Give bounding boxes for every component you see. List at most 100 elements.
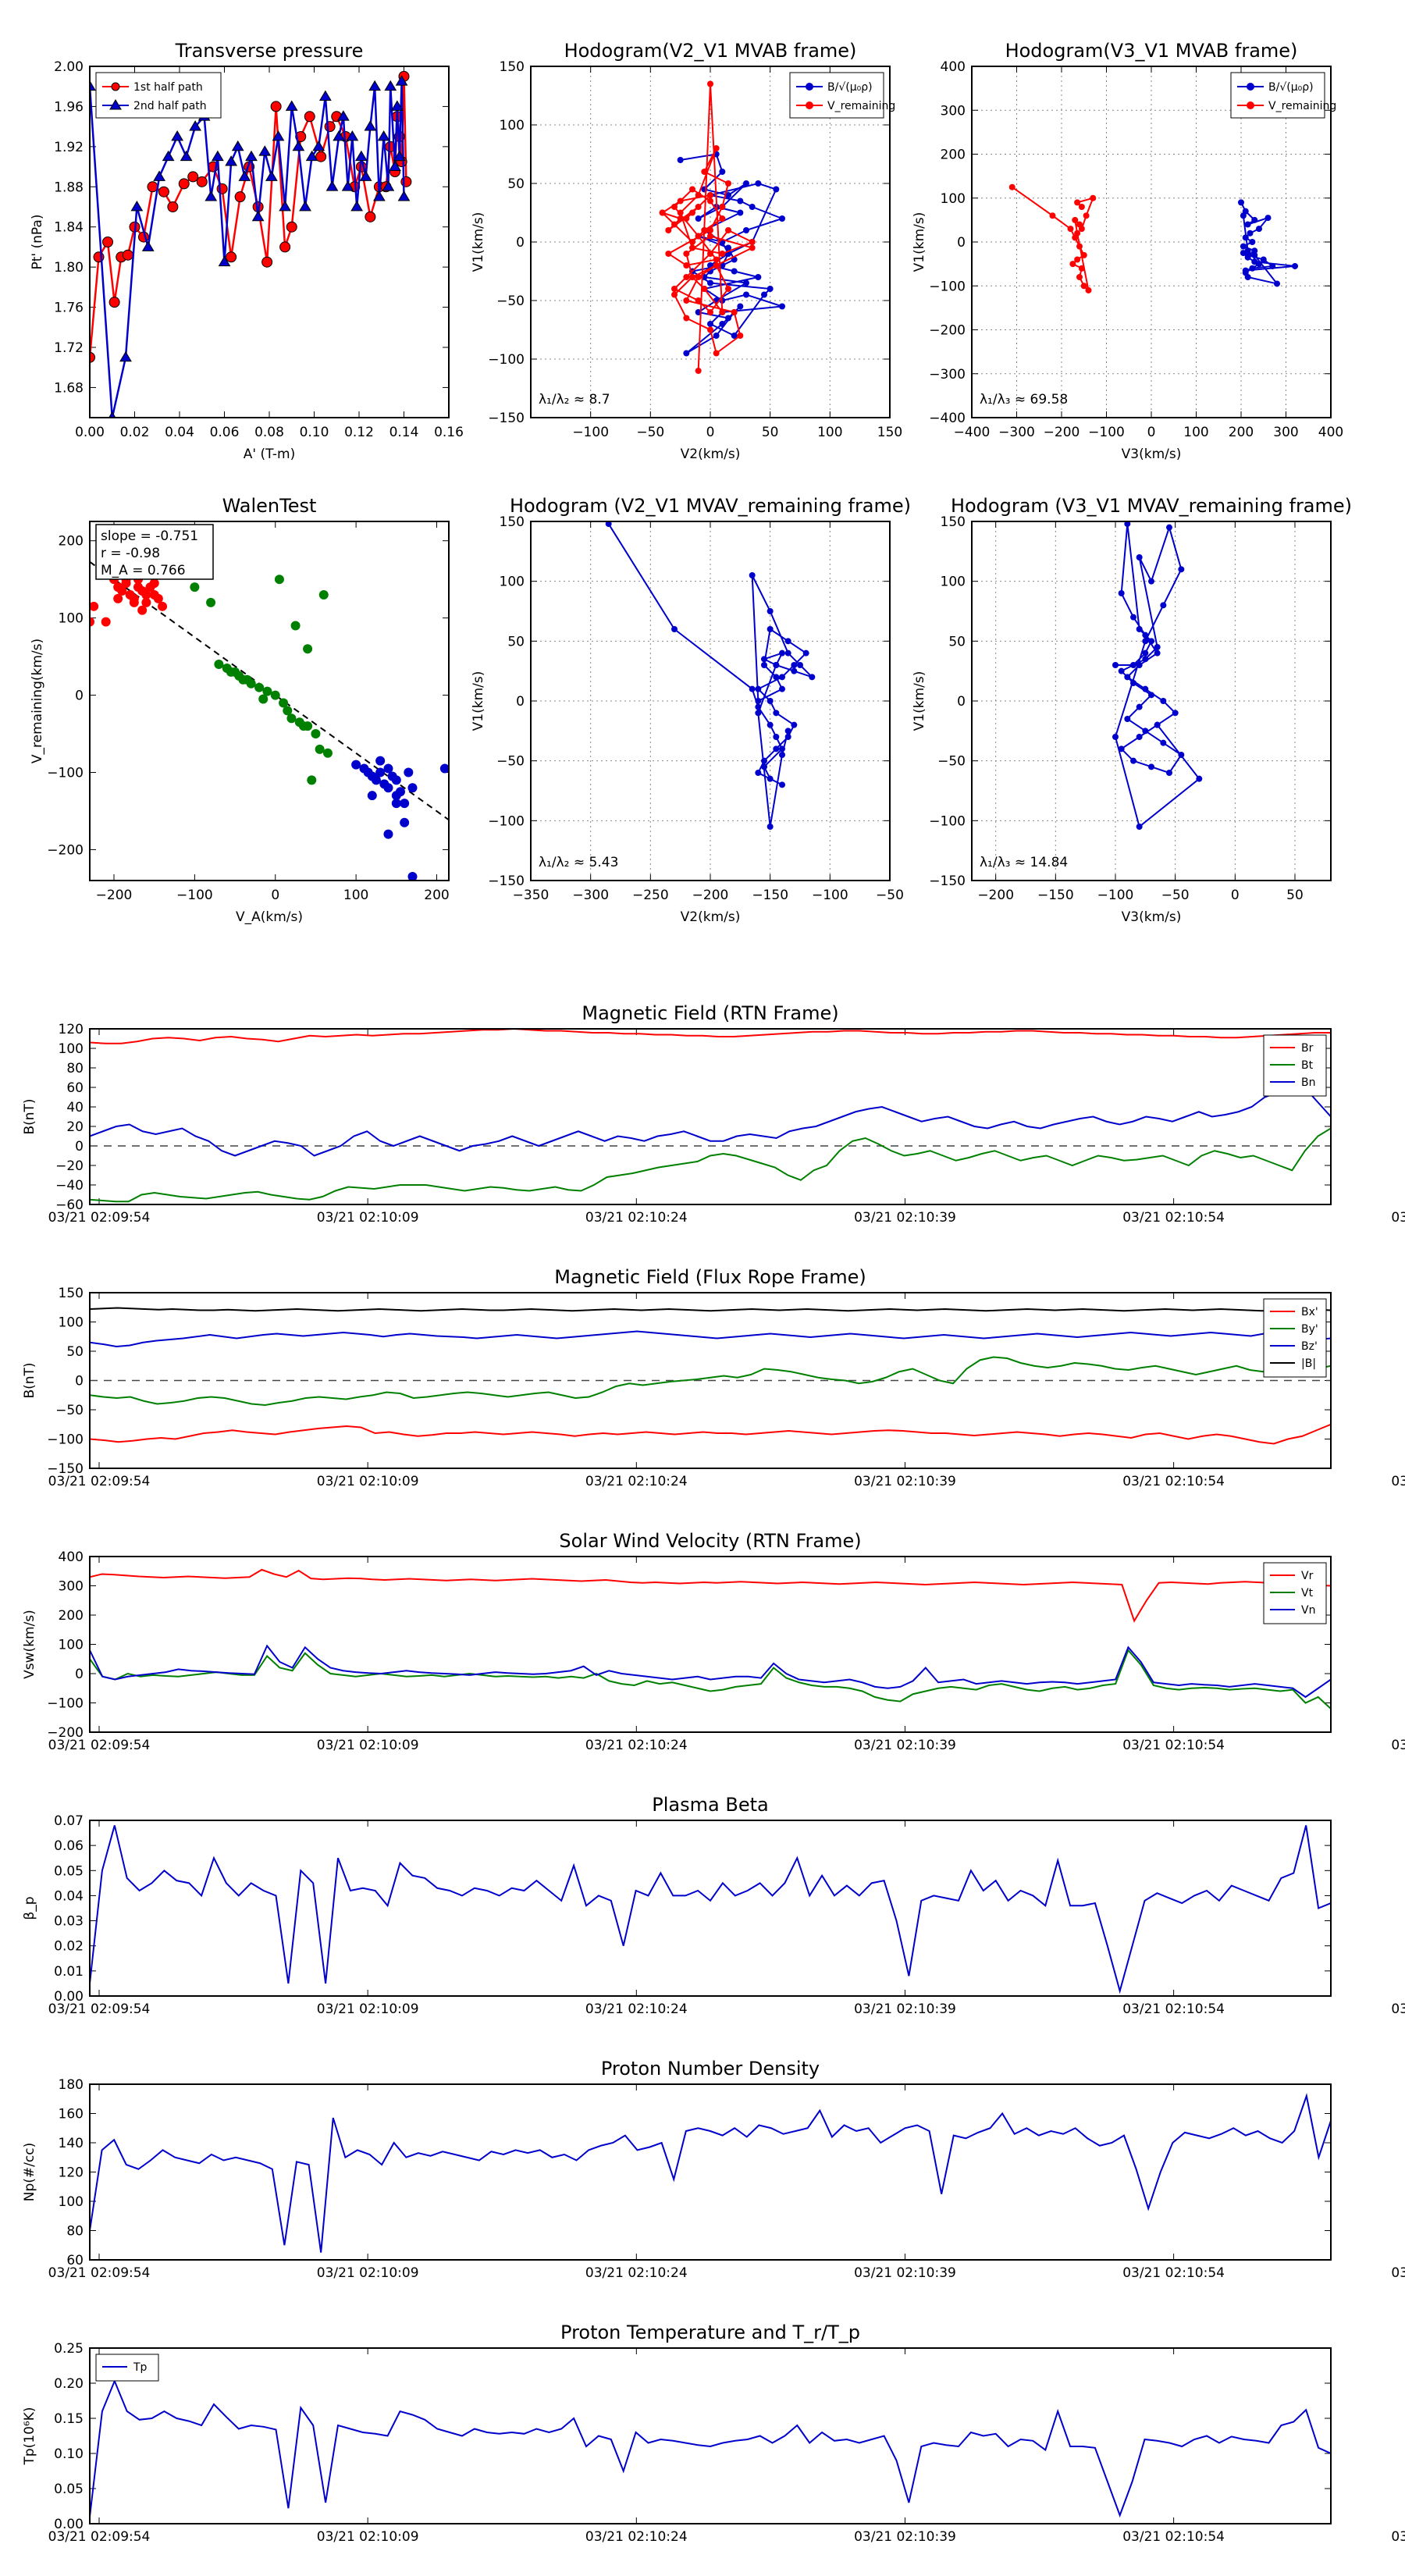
- data-point: [743, 180, 749, 187]
- data-point: [1112, 734, 1119, 740]
- y-tick-label: 120: [59, 1022, 84, 1037]
- data-point: [779, 674, 785, 681]
- data-point: [1178, 566, 1185, 573]
- data-point: [400, 817, 410, 827]
- y-tick-label: −100: [47, 1696, 84, 1712]
- y-tick-label: 0: [516, 694, 525, 710]
- y-tick-label: 2.00: [54, 59, 84, 75]
- data-point: [371, 775, 381, 785]
- y-tick-label: 0.10: [54, 2446, 84, 2462]
- data-point: [377, 130, 390, 141]
- legend-label: Vt: [1301, 1587, 1314, 1599]
- x-tick-label: 03/21 02:10:39: [854, 1474, 956, 1489]
- y-tick-label: 50: [66, 1344, 84, 1360]
- x-tick-label: 03/21 02:10:54: [1122, 1738, 1225, 1753]
- y-tick-label: 0.03: [54, 1914, 84, 1930]
- x-tick-label: 0: [271, 888, 279, 903]
- data-point: [737, 303, 744, 310]
- panel-mag_rtn: Magnetic Field (RTN Frame) −60 −40 −20 0 20 40…: [22, 1002, 1405, 1226]
- x-axis-label: A' (T-m): [244, 447, 296, 462]
- data-point: [322, 748, 333, 758]
- panel-hodo4: Hodogram (V3_V1 MVAV_remaining frame) −20…: [912, 495, 1352, 925]
- y-tick-label: 1.84: [54, 220, 84, 236]
- x-tick-label: −100: [1097, 888, 1134, 903]
- data-point: [190, 582, 200, 592]
- y-axis-label: B(nT): [22, 1362, 37, 1398]
- y-tick-label: 0: [75, 1667, 84, 1682]
- y-axis-label: V_remaining(km/s): [30, 639, 45, 763]
- data-point: [683, 297, 690, 304]
- data-point: [214, 660, 224, 670]
- data-point: [1154, 721, 1161, 728]
- data-point: [707, 309, 713, 315]
- data-point: [707, 251, 713, 257]
- data-point: [719, 309, 726, 315]
- data-point: [767, 775, 774, 782]
- data-point: [1142, 649, 1149, 656]
- y-tick-label: −50: [55, 1403, 84, 1418]
- plot-area: [1008, 183, 1298, 294]
- data-point: [258, 145, 272, 156]
- x-axis-label: V_A(km/s): [236, 909, 303, 925]
- data-point: [719, 251, 726, 257]
- y-tick-label: 0.05: [54, 2482, 84, 2497]
- x-tick-label: 0.08: [254, 425, 284, 440]
- y-tick-label: 50: [507, 176, 525, 192]
- legend-label: By': [1301, 1323, 1318, 1336]
- data-point: [767, 721, 774, 728]
- legend-label: Bx': [1301, 1306, 1318, 1318]
- data-point: [341, 180, 354, 191]
- data-point: [725, 180, 731, 187]
- data-point: [683, 315, 690, 322]
- data-point: [137, 605, 148, 615]
- x-tick-label: 0.14: [389, 425, 419, 440]
- chart-title: Hodogram (V3_V1 MVAV_remaining frame): [951, 495, 1352, 517]
- data-point: [779, 303, 785, 310]
- data-point: [1160, 698, 1167, 704]
- x-tick-label: 300: [1273, 425, 1298, 440]
- chart-title: Hodogram(V2_V1 MVAB frame): [564, 40, 857, 62]
- series-line-0: [90, 76, 407, 358]
- data-point: [333, 130, 345, 141]
- x-tick-label: 03/21 02:10:54: [1122, 2001, 1225, 2017]
- legend-box: [95, 72, 222, 119]
- data-point: [1244, 221, 1251, 228]
- stats-box: [95, 524, 214, 580]
- data-point: [383, 829, 393, 839]
- data-point: [707, 192, 713, 198]
- legend: Br Bt Bn: [1263, 1034, 1327, 1097]
- legend: Bx' By' Bz' |B|: [1263, 1298, 1327, 1378]
- plot-frame: [89, 2347, 1332, 2524]
- plot-frame: [89, 521, 450, 881]
- data-point: [1251, 247, 1258, 254]
- data-point: [683, 251, 690, 257]
- data-point: [158, 601, 168, 611]
- x-tick-label: 03/21 02:09:54: [48, 1210, 151, 1226]
- data-point: [665, 227, 672, 233]
- data-point: [689, 186, 695, 193]
- data-point: [1148, 692, 1154, 699]
- x-tick-label: 03/21 02:10:54: [1122, 1474, 1225, 1489]
- data-point: [1256, 226, 1262, 233]
- chart-title: Magnetic Field (RTN Frame): [582, 1002, 838, 1024]
- data-point: [743, 291, 749, 298]
- x-tick-label: −250: [632, 888, 669, 903]
- legend-marker: [806, 83, 813, 91]
- y-tick-label: 0: [75, 1374, 84, 1389]
- y-tick-label: 400: [59, 1550, 84, 1565]
- chart-title: Proton Number Density: [601, 2058, 820, 2080]
- y-tick-label: −100: [929, 813, 966, 829]
- data-point: [749, 204, 756, 210]
- y-tick-label: 0.20: [54, 2376, 84, 2392]
- x-tick-label: 03/21 02:11:09: [1391, 2529, 1405, 2545]
- data-point: [1074, 256, 1081, 263]
- data-point: [187, 171, 199, 183]
- data-point: [261, 256, 273, 268]
- plot-area: [1112, 521, 1203, 830]
- data-point: [731, 333, 738, 339]
- x-tick-label: −300: [998, 425, 1035, 440]
- data-point: [779, 781, 785, 788]
- data-point: [707, 326, 713, 333]
- chart-title: Transverse pressure: [175, 40, 364, 62]
- data-point: [383, 783, 393, 793]
